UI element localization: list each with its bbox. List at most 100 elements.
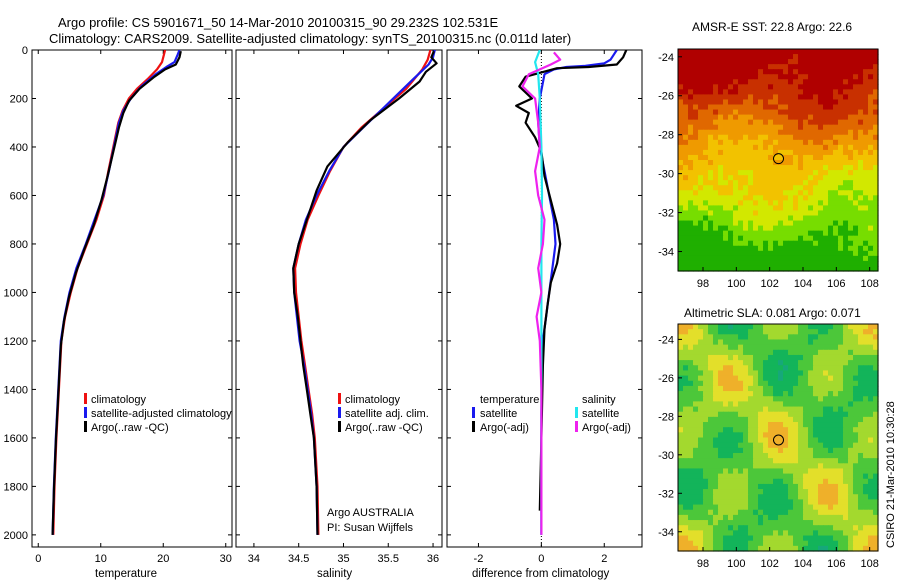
heatmap-cell	[743, 160, 749, 166]
heatmap-cell	[873, 344, 879, 351]
heatmap-cell	[848, 129, 854, 136]
heatmap-cell	[788, 406, 794, 413]
heatmap-cell	[858, 230, 864, 237]
heatmap-cell	[753, 165, 759, 171]
heatmap-cell	[818, 385, 824, 392]
heatmap-cell	[703, 385, 709, 392]
heatmap-cell	[688, 535, 694, 542]
heatmap-cell	[728, 520, 734, 526]
heatmap-cell	[773, 509, 779, 516]
heatmap-cell	[778, 175, 784, 181]
heatmap-cell	[713, 205, 719, 212]
heatmap-cell	[863, 114, 869, 121]
heatmap-cell	[863, 225, 869, 232]
heatmap-cell	[718, 59, 724, 65]
heatmap-cell	[718, 416, 724, 423]
heatmap-cell	[868, 329, 874, 335]
heatmap-cell	[853, 354, 859, 361]
heatmap-cell	[748, 494, 754, 501]
heatmap-cell	[693, 411, 699, 418]
heatmap-cell	[808, 375, 814, 382]
heatmap-cell	[863, 334, 869, 341]
heatmap-cell	[803, 520, 809, 526]
heatmap-cell	[828, 324, 834, 330]
heatmap-cell	[723, 180, 729, 186]
heatmap-cell	[738, 463, 744, 470]
heatmap-cell	[858, 235, 864, 242]
heatmap-cell	[738, 452, 744, 459]
heatmap-cell	[838, 520, 844, 526]
heatmap-cell	[713, 74, 719, 80]
heatmap-cell	[828, 520, 834, 526]
heatmap-cell	[838, 483, 844, 490]
heatmap-cell	[738, 190, 744, 196]
heatmap-cell	[683, 447, 689, 454]
heatmap-cell	[693, 124, 699, 131]
heatmap-cell	[798, 104, 804, 111]
heatmap-cell	[833, 190, 839, 196]
heatmap-cell	[863, 160, 869, 166]
heatmap-cell	[688, 391, 694, 397]
heatmap-cell	[813, 104, 819, 111]
heatmap-cell	[678, 190, 684, 196]
heatmap-cell	[743, 452, 749, 459]
heatmap-cell	[773, 265, 779, 272]
heatmap-cell	[828, 265, 834, 272]
legend-label-sal-argo: Argo(-adj)	[582, 422, 631, 434]
heatmap-cell	[698, 144, 704, 151]
heatmap-cell	[718, 129, 724, 136]
heatmap-cell	[838, 514, 844, 521]
x-tick-label: 10	[95, 553, 107, 565]
heatmap-cell	[848, 49, 854, 55]
heatmap-cell	[763, 329, 769, 335]
heatmap-cell	[743, 535, 749, 542]
heatmap-cell	[753, 530, 759, 537]
heatmap-cell	[678, 99, 684, 106]
heatmap-cell	[748, 499, 754, 506]
heatmap-cell	[723, 190, 729, 196]
heatmap-cell	[788, 385, 794, 392]
heatmap-cell	[793, 416, 799, 423]
heatmap-cell	[843, 447, 849, 454]
heatmap-cell	[788, 375, 794, 382]
heatmap-cell	[793, 265, 799, 272]
heatmap-cell	[803, 240, 809, 247]
heatmap-cell	[803, 139, 809, 146]
x-tick-label: 0	[538, 553, 544, 565]
heatmap-cell	[683, 149, 689, 156]
heatmap-cell	[683, 134, 689, 141]
heatmap-cell	[868, 210, 874, 217]
heatmap-cell	[728, 210, 734, 217]
heatmap-cell	[693, 545, 699, 552]
heatmap-cell	[753, 442, 759, 449]
heatmap-cell	[688, 483, 694, 490]
heatmap-cell	[768, 504, 774, 511]
heatmap-cell	[843, 432, 849, 439]
heatmap-cell	[723, 49, 729, 55]
heatmap-cell	[678, 74, 684, 80]
heatmap-cell	[863, 134, 869, 141]
heatmap-cell	[693, 504, 699, 511]
heatmap-cell	[688, 69, 694, 75]
heatmap-cell	[873, 215, 879, 222]
heatmap-cell	[823, 255, 829, 262]
heatmap-cell	[708, 530, 714, 537]
heatmap-cell	[853, 375, 859, 382]
heatmap-cell	[738, 545, 744, 552]
heatmap-cell	[683, 220, 689, 227]
heatmap-cell	[713, 525, 719, 531]
heatmap-cell	[833, 180, 839, 186]
heatmap-cell	[823, 74, 829, 80]
heatmap-cell	[763, 144, 769, 151]
heatmap-cell	[733, 49, 739, 55]
heatmap-cell	[738, 509, 744, 516]
heatmap-cell	[833, 339, 839, 346]
heatmap-cell	[753, 220, 759, 227]
heatmap-cell	[733, 230, 739, 237]
heatmap-cell	[683, 545, 689, 552]
heatmap-cell	[848, 504, 854, 511]
heatmap-cell	[853, 545, 859, 552]
heatmap-cell	[823, 489, 829, 495]
heatmap-cell	[718, 265, 724, 272]
heatmap-cell	[753, 458, 759, 464]
